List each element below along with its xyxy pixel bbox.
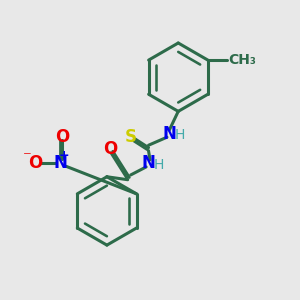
Text: N: N (142, 154, 155, 172)
Text: CH₃: CH₃ (229, 53, 256, 67)
Text: +: + (59, 149, 70, 162)
Text: H: H (154, 158, 164, 172)
Text: N: N (54, 154, 68, 172)
Text: H: H (175, 128, 185, 142)
Text: ⁻: ⁻ (23, 148, 32, 166)
Text: O: O (55, 128, 69, 146)
Text: S: S (125, 128, 137, 146)
Text: O: O (28, 154, 43, 172)
Text: N: N (162, 125, 176, 143)
Text: O: O (103, 140, 117, 158)
